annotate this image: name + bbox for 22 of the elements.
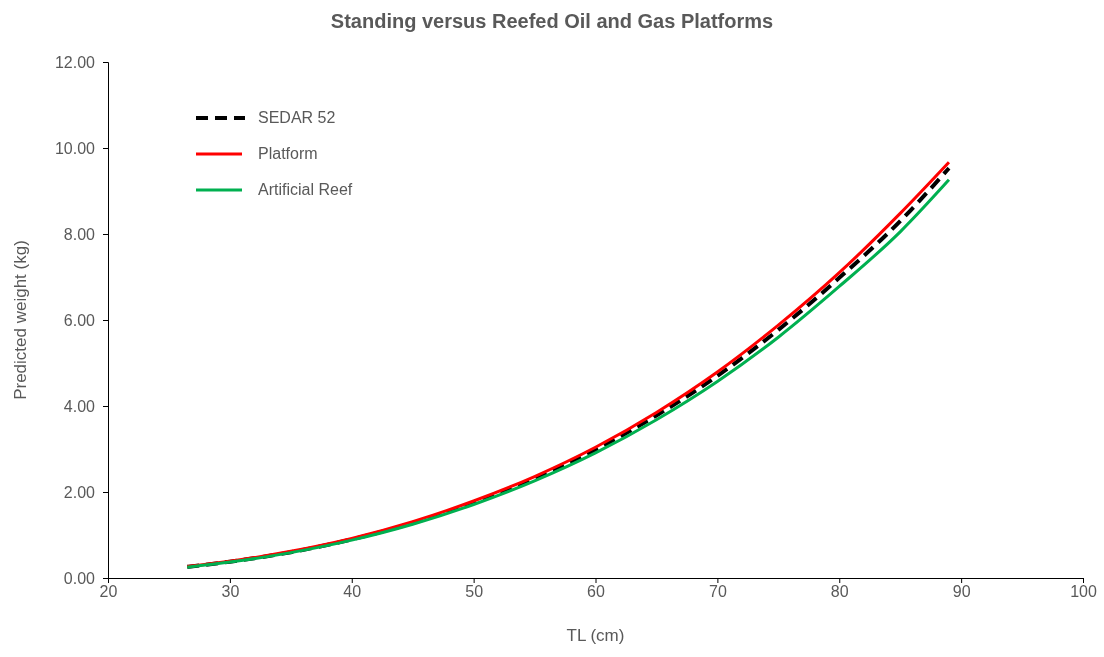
x-tick-label: 100: [1070, 583, 1097, 601]
y-tick-label: 8.00: [63, 225, 96, 243]
legend-label: Artificial Reef: [258, 181, 353, 198]
x-tick-label: 70: [708, 583, 727, 601]
x-tick-label: 90: [952, 583, 971, 601]
y-tick-label: 12.00: [54, 53, 96, 71]
x-tick-label: 40: [343, 583, 362, 601]
x-tick-label: 30: [221, 583, 240, 601]
x-tick-label: 50: [465, 583, 484, 601]
legend-label: SEDAR 52: [258, 109, 336, 126]
y-axis-title: Predicted weight (kg): [11, 240, 30, 400]
legend-label: Platform: [258, 145, 318, 162]
x-axis-title: TL (cm): [566, 626, 625, 645]
x-tick-label: 60: [587, 583, 605, 601]
y-tick-label: 0.00: [63, 569, 96, 587]
y-tick-label: 10.00: [54, 139, 96, 157]
y-tick-label: 2.00: [63, 483, 96, 501]
chart-title: Standing versus Reefed Oil and Gas Platforms: [330, 10, 774, 32]
x-tick-label: 20: [99, 583, 118, 601]
x-tick-label: 80: [830, 583, 849, 601]
y-tick-label: 6.00: [63, 311, 96, 329]
y-tick-label: 4.00: [63, 397, 96, 415]
